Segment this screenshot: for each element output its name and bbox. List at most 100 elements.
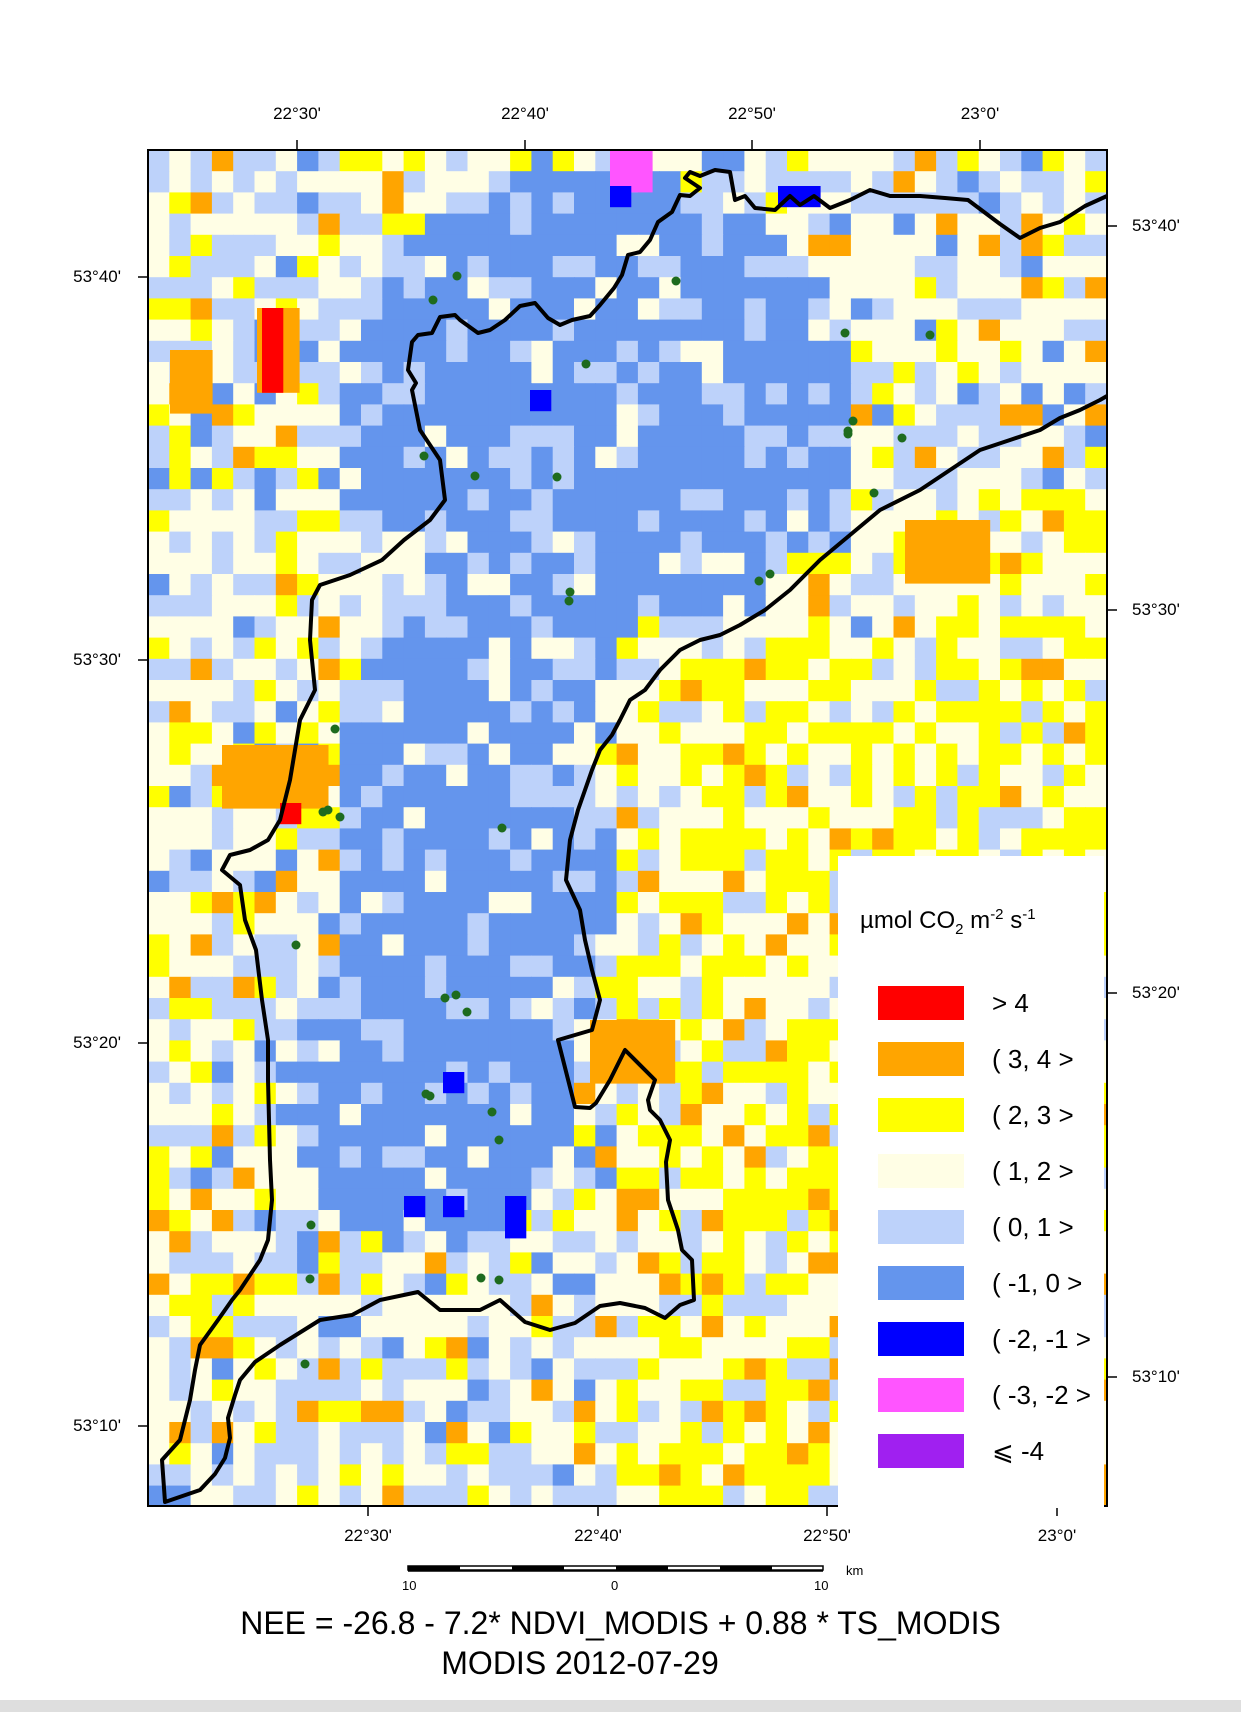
raster-cell bbox=[531, 976, 554, 999]
raster-cell bbox=[659, 680, 682, 702]
raster-cell bbox=[574, 171, 596, 193]
raster-cell bbox=[382, 404, 405, 427]
raster-cell bbox=[552, 1294, 575, 1317]
raster-cell bbox=[148, 552, 170, 575]
raster-cell bbox=[190, 1231, 213, 1253]
raster-cell bbox=[616, 383, 639, 405]
raster-cell bbox=[787, 362, 809, 384]
raster-cell bbox=[446, 171, 469, 193]
raster-cell bbox=[914, 277, 937, 299]
raster-cell bbox=[659, 1400, 682, 1423]
raster-cell bbox=[1063, 786, 1086, 808]
raster-cell bbox=[893, 743, 916, 766]
raster-cell bbox=[190, 701, 213, 723]
raster-cell bbox=[467, 1061, 490, 1084]
raster-cell bbox=[659, 319, 682, 342]
raster-cell bbox=[1063, 828, 1086, 851]
raster-cell bbox=[275, 998, 298, 1020]
raster-cell bbox=[701, 468, 724, 490]
raster-cell bbox=[190, 1146, 213, 1169]
raster-cell bbox=[701, 1167, 724, 1190]
raster-cell bbox=[190, 1125, 213, 1147]
raster-cell bbox=[339, 213, 362, 236]
raster-cell bbox=[957, 828, 980, 851]
raster-cell bbox=[424, 595, 447, 617]
raster-cell bbox=[233, 680, 256, 702]
raster-cell bbox=[361, 340, 383, 363]
raster-cell bbox=[403, 552, 426, 575]
raster-cell bbox=[361, 319, 383, 342]
raster-cell bbox=[531, 1061, 554, 1084]
raster-cell bbox=[297, 913, 319, 935]
raster-cell bbox=[659, 574, 682, 596]
raster-cell bbox=[275, 1146, 298, 1169]
raster-cell bbox=[1021, 552, 1044, 575]
raster-cell bbox=[787, 828, 809, 851]
raster-cell bbox=[531, 1231, 554, 1253]
raster-cell bbox=[701, 1294, 724, 1317]
raster-cell bbox=[787, 998, 809, 1020]
raster-cell bbox=[723, 849, 745, 872]
top-axis-label: 22°50' bbox=[728, 104, 776, 123]
raster-cell bbox=[488, 1379, 511, 1402]
raster-cell bbox=[808, 1294, 831, 1317]
raster-cell bbox=[148, 1400, 170, 1423]
raster-cell bbox=[148, 828, 170, 851]
station-point bbox=[476, 1273, 486, 1283]
raster-cell bbox=[488, 658, 511, 681]
raster-cell bbox=[850, 637, 873, 660]
raster-cell bbox=[701, 213, 724, 236]
raster-cell bbox=[1085, 362, 1107, 384]
raster-cell bbox=[1021, 786, 1044, 808]
raster-cell bbox=[850, 828, 873, 851]
raster-cell bbox=[467, 892, 490, 914]
raster-cell bbox=[659, 234, 682, 257]
raster-cell bbox=[808, 362, 831, 384]
raster-cell bbox=[488, 764, 511, 787]
legend-unit-exponent: -1 bbox=[1022, 906, 1036, 923]
raster-cell bbox=[701, 1422, 724, 1444]
raster-cell bbox=[505, 1196, 527, 1239]
raster-cell bbox=[148, 574, 170, 596]
raster-cell bbox=[574, 468, 596, 490]
raster-cell bbox=[978, 658, 1001, 681]
raster-cell bbox=[1085, 213, 1107, 236]
raster-cell bbox=[467, 786, 490, 808]
raster-cell bbox=[744, 1337, 767, 1359]
raster-cell bbox=[1063, 277, 1086, 299]
raster-cell bbox=[637, 1337, 660, 1359]
raster-cell bbox=[552, 786, 575, 808]
top-axis-label: 22°40' bbox=[501, 104, 549, 123]
raster-cell bbox=[616, 552, 639, 575]
scale-bar-unit: km bbox=[846, 1563, 864, 1578]
raster-cell bbox=[808, 256, 831, 278]
raster-cell bbox=[169, 807, 192, 829]
raster-cell bbox=[723, 701, 745, 723]
raster-cell bbox=[318, 913, 341, 935]
raster-cell bbox=[765, 234, 788, 257]
raster-cell bbox=[744, 1316, 767, 1338]
raster-cell bbox=[574, 595, 596, 617]
legend-label: ( -3, -2 > bbox=[992, 1380, 1091, 1410]
raster-cell bbox=[382, 1104, 405, 1126]
raster-cell bbox=[510, 998, 532, 1020]
raster-cell bbox=[531, 171, 554, 193]
raster-cell bbox=[637, 234, 660, 257]
raster-cell bbox=[701, 764, 724, 787]
raster-cell bbox=[659, 1443, 682, 1465]
legend-unit-subscript: 2 bbox=[955, 920, 964, 938]
raster-cell bbox=[574, 998, 596, 1020]
raster-cell bbox=[339, 1167, 362, 1190]
raster-cell bbox=[424, 1146, 447, 1169]
raster-cell bbox=[850, 171, 873, 193]
raster-cell bbox=[595, 319, 618, 342]
raster-cell bbox=[1063, 743, 1086, 766]
raster-cell bbox=[211, 637, 234, 660]
raster-cell bbox=[190, 786, 213, 808]
raster-cell bbox=[531, 362, 554, 384]
raster-cell bbox=[148, 1082, 170, 1105]
raster-cell bbox=[1063, 701, 1086, 723]
scale-bar-segment bbox=[720, 1566, 772, 1570]
raster-cell bbox=[808, 1400, 831, 1423]
legend-entry: ⩽ -4 bbox=[858, 1434, 1098, 1468]
